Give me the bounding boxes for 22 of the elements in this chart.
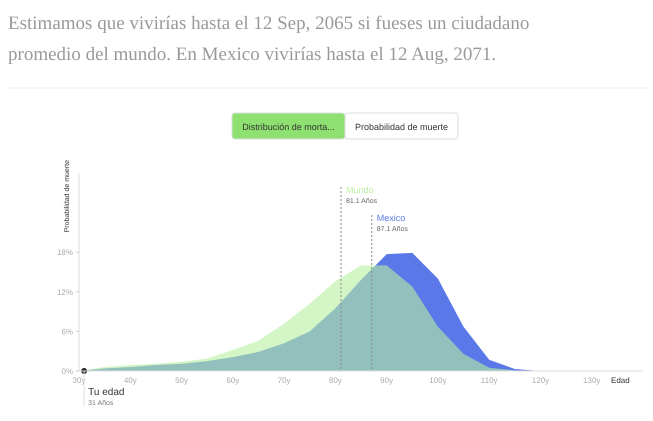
chart-title: Estimamos que vivirías hasta el 12 Sep, 2065 si fueses un ciudadano promedio del mundo. En Mexico vivirías hasta el 12 Aug, 2071.: [8, 12, 530, 67]
x-tick-label: 130y: [583, 376, 600, 385]
x-tick-label: 120y: [532, 376, 550, 385]
text: Mundo: [346, 185, 374, 195]
x-tick-label: 110y: [480, 376, 498, 385]
x-tick-label: 80y: [328, 376, 342, 385]
y-tick-label: 0%: [61, 367, 73, 376]
y-tick-label: 12%: [56, 288, 73, 297]
x-tick-label: 70y: [278, 376, 291, 385]
x-tick-label: 90y: [380, 376, 394, 385]
annotation: Tu edad: [88, 387, 124, 398]
toggle-button: Distribución de morta...: [232, 112, 346, 140]
x-axis-title: Edad: [611, 376, 630, 385]
x-tick-label: 60y: [226, 376, 240, 385]
x-tick-label: 50y: [175, 376, 188, 385]
text: Mexico: [376, 213, 406, 223]
y-tick-label: 18%: [56, 248, 73, 258]
y-tick-label: 6%: [61, 327, 73, 336]
x-tick-label: 100y: [429, 376, 447, 385]
x-tick-label: 30y: [72, 376, 86, 385]
toggle-button: Probabilidad de muerte: [344, 112, 458, 140]
x-tick-label: 40y: [124, 376, 137, 385]
